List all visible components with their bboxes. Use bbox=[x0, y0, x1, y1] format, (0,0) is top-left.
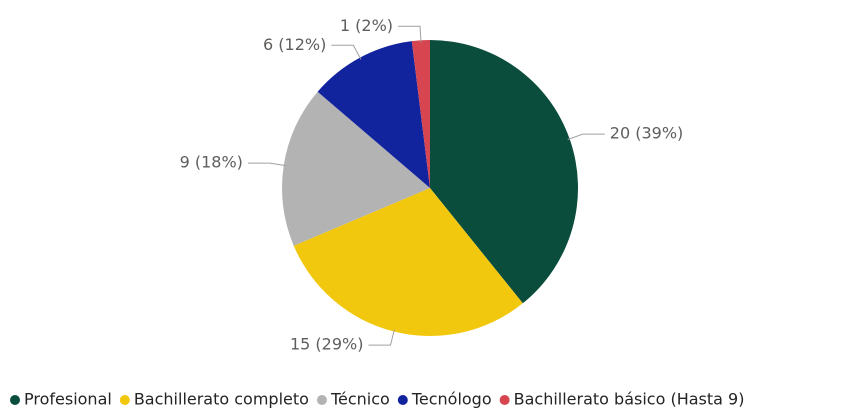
leader-line bbox=[331, 44, 362, 60]
data-label: 15 (29%) bbox=[290, 335, 364, 354]
data-label: 9 (18%) bbox=[180, 153, 243, 172]
pie-slice bbox=[282, 91, 430, 246]
leader-line bbox=[567, 133, 605, 140]
legend-label: Bachillerato completo bbox=[134, 390, 309, 409]
legend-label: Bachillerato básico (Hasta 9) bbox=[514, 390, 745, 409]
legend-marker bbox=[499, 395, 510, 405]
legend-label: Tecnólogo bbox=[411, 390, 492, 409]
pie-slice bbox=[293, 188, 523, 336]
data-label: 20 (39%) bbox=[610, 124, 684, 143]
leader-line bbox=[398, 25, 422, 43]
pie-slice bbox=[430, 40, 579, 304]
data-label: 1 (2%) bbox=[340, 16, 393, 35]
legend-label: Técnico bbox=[330, 390, 390, 409]
legend-marker bbox=[397, 395, 408, 405]
legend-marker bbox=[119, 395, 130, 405]
pie-slice bbox=[411, 40, 430, 188]
legend-label: Profesional bbox=[24, 390, 112, 409]
leader-line bbox=[368, 329, 395, 346]
leader-line bbox=[247, 162, 286, 167]
pie-slice bbox=[317, 41, 430, 188]
legend-marker bbox=[316, 395, 327, 405]
data-label: 6 (12%) bbox=[263, 35, 326, 54]
legend-marker bbox=[10, 395, 20, 405]
